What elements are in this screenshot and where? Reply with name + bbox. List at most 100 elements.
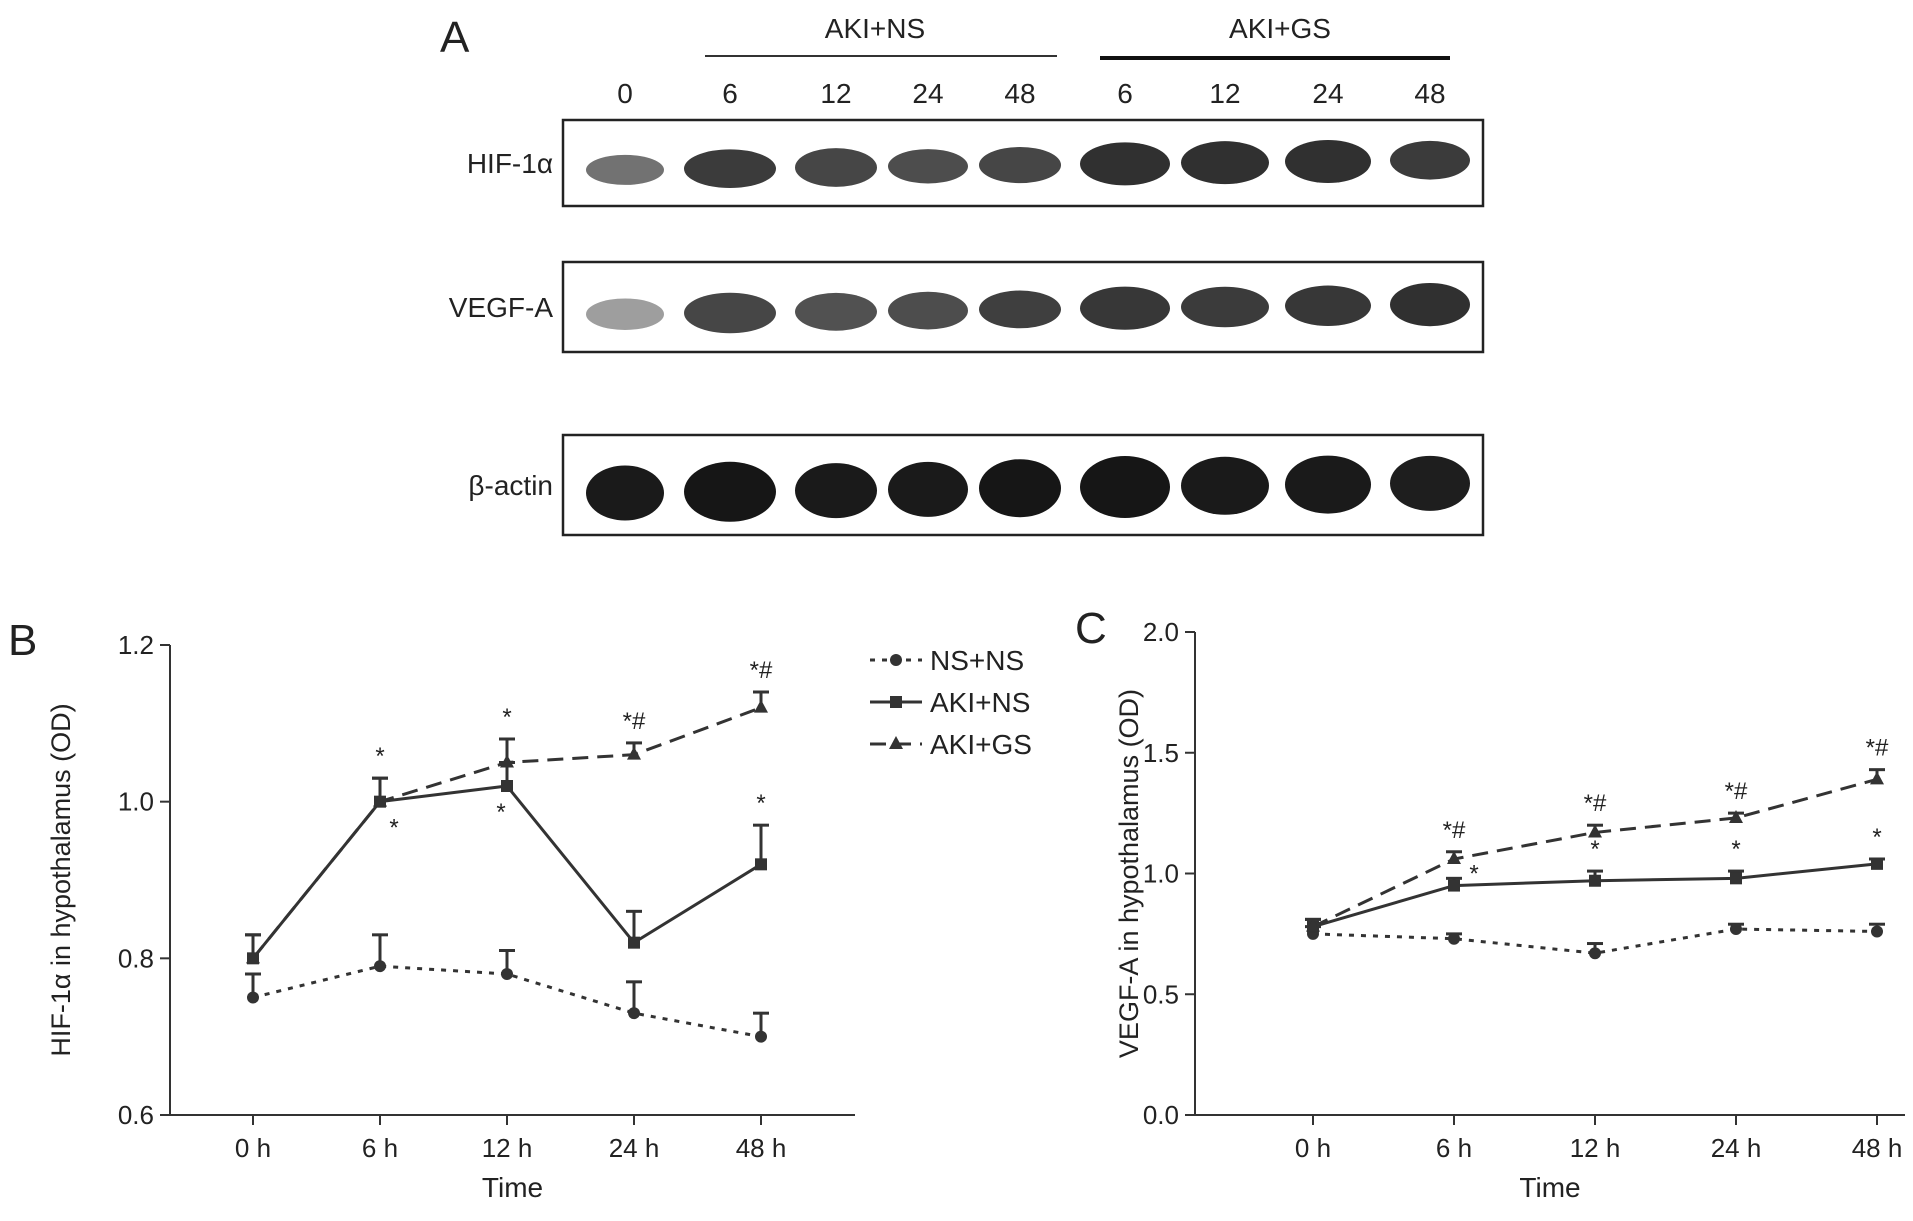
- significance-mark: *: [1469, 861, 1478, 888]
- series-ns-ns: [1305, 922, 1885, 960]
- significance-mark: *: [756, 790, 765, 817]
- group-label-aki-gs: AKI+GS: [1229, 13, 1331, 44]
- blot-band: [1181, 141, 1269, 185]
- data-point: [1870, 771, 1884, 785]
- blot-band: [888, 461, 968, 517]
- blot-band: [795, 292, 877, 331]
- data-point: [754, 699, 768, 713]
- data-point: [1588, 824, 1602, 838]
- data-point: [1730, 923, 1742, 936]
- blot-band: [1285, 455, 1371, 514]
- blot-hif-1: HIF-1α: [467, 118, 1485, 208]
- data-point: [1306, 918, 1320, 932]
- blot-label: β-actin: [468, 470, 553, 501]
- x-tick-label: 6 h: [362, 1133, 398, 1163]
- blot-band: [684, 149, 776, 189]
- data-point: [501, 968, 513, 980]
- legend-label: AKI+GS: [930, 729, 1032, 760]
- blot-band: [684, 461, 776, 522]
- legend-item-aki-ns: AKI+NS: [870, 687, 1030, 718]
- legend-item-ns-ns: NS+NS: [870, 645, 1024, 676]
- legend-marker: [890, 654, 902, 666]
- blot-band: [888, 291, 968, 330]
- blot-band: [1285, 139, 1371, 183]
- blot-band: [795, 148, 877, 187]
- series-line: [1312, 777, 1878, 928]
- lane-label: 24: [912, 78, 943, 109]
- blot-band: [1080, 142, 1170, 186]
- lane-labels: 0 6 12 24 48 6 12 24 48: [617, 78, 1445, 109]
- data-point: [1589, 947, 1601, 960]
- lane-label: 6: [1117, 78, 1133, 109]
- blot-band: [684, 292, 776, 334]
- significance-mark: *: [496, 799, 505, 826]
- data-point: [628, 1007, 640, 1020]
- y-tick-label: 1.0: [1143, 859, 1179, 889]
- lane-label: 12: [1209, 78, 1240, 109]
- series-aki-gs: * * *# *#: [245, 657, 773, 964]
- panel-a-letter: A: [440, 13, 470, 62]
- lane-label: 0: [617, 78, 633, 109]
- blot-band: [979, 290, 1061, 329]
- significance-mark: *: [502, 704, 511, 731]
- blot-actin: β-actin: [468, 433, 1485, 537]
- x-axis-label: Time: [482, 1172, 543, 1203]
- x-tick-label: 48 h: [1852, 1133, 1903, 1163]
- significance-mark: *: [1731, 836, 1740, 863]
- y-axis-label: VEGF-A in hypothalamus (OD): [1114, 689, 1144, 1058]
- blot-band: [1181, 456, 1269, 515]
- y-tick-label: 0.0: [1143, 1100, 1179, 1130]
- data-point: [1447, 851, 1461, 865]
- significance-mark: *: [375, 743, 384, 770]
- data-point: [247, 991, 259, 1004]
- legend-marker: [890, 696, 902, 708]
- series-aki-gs: *# *# *# *#: [1305, 735, 1889, 932]
- significance-mark: *#: [1725, 778, 1748, 805]
- data-point: [1730, 872, 1742, 885]
- x-tick-label: 24 h: [609, 1133, 660, 1163]
- data-point: [1729, 809, 1743, 823]
- data-point: [500, 754, 514, 768]
- x-tick-label: 12 h: [1570, 1133, 1621, 1163]
- data-point: [755, 858, 767, 871]
- legend: NS+NS AKI+NS AKI+GS: [870, 645, 1032, 760]
- data-point: [373, 793, 387, 807]
- x-tick-label: 0 h: [235, 1133, 271, 1163]
- significance-mark: *#: [750, 657, 773, 684]
- lane-label: 12: [820, 78, 851, 109]
- x-tick-label: 48 h: [736, 1133, 787, 1163]
- blot-label: HIF-1α: [467, 148, 553, 179]
- lane-label: 6: [722, 78, 738, 109]
- data-point: [1448, 932, 1460, 945]
- blot-band: [979, 147, 1061, 184]
- y-tick-label: 2.0: [1143, 617, 1179, 647]
- blot-band: [1390, 455, 1470, 511]
- x-tick-label: 6 h: [1436, 1133, 1472, 1163]
- data-point: [1871, 857, 1883, 870]
- chart-hif1a: 0.6 0.8 1.0 1.2 0 h 6 h 12 h 24 h 48 h Time HIF-1α…: [46, 630, 855, 1203]
- y-tick-label: 1.0: [118, 787, 154, 817]
- x-tick-label: 0 h: [1295, 1133, 1331, 1163]
- blot-band: [1390, 283, 1470, 327]
- data-point: [755, 1030, 767, 1043]
- blot-vegf-a: VEGF-A: [449, 260, 1485, 354]
- series-line: [1312, 927, 1878, 955]
- blot-band: [1390, 140, 1470, 180]
- lane-label: 48: [1004, 78, 1035, 109]
- western-blots: HIF-1α VEGF-A β-actin: [449, 118, 1485, 537]
- y-tick-label: 0.8: [118, 943, 154, 973]
- series-line: [251, 784, 762, 960]
- significance-mark: *#: [1443, 817, 1466, 844]
- y-tick-label: 1.5: [1143, 738, 1179, 768]
- significance-mark: *: [1872, 824, 1881, 851]
- significance-mark: *: [1590, 836, 1599, 863]
- data-point: [627, 746, 641, 760]
- blot-band: [979, 459, 1061, 518]
- data-point: [1448, 879, 1460, 892]
- series-aki-ns: * * * *: [1305, 824, 1885, 933]
- blot-band: [586, 154, 664, 185]
- blot-band: [586, 298, 664, 330]
- significance-mark: *#: [623, 708, 646, 735]
- significance-mark: *#: [1866, 735, 1889, 762]
- lane-label: 24: [1312, 78, 1343, 109]
